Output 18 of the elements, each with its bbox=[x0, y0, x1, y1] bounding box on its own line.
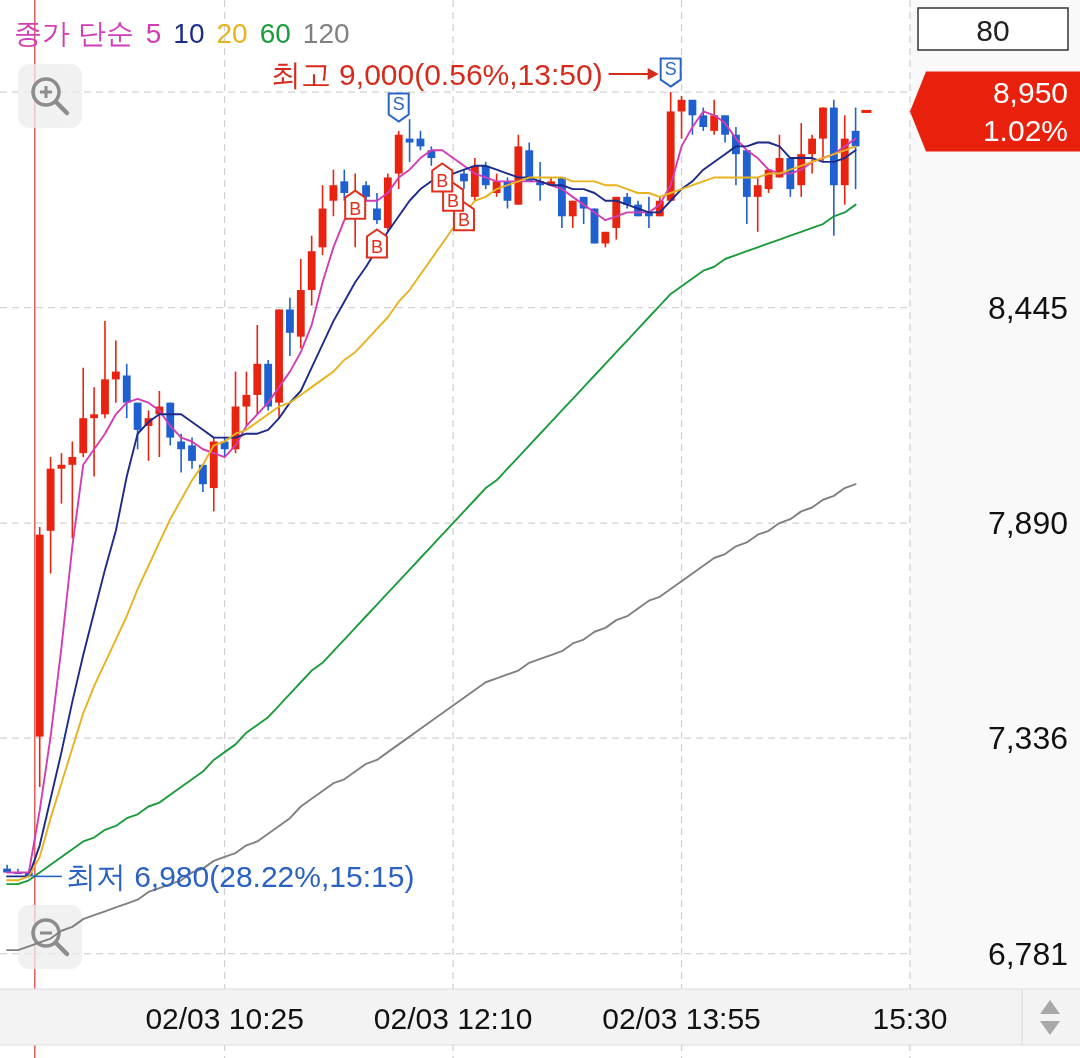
bar-count-box: 80 bbox=[917, 7, 1069, 51]
price-tag: 8,950 1.02% bbox=[910, 71, 1080, 152]
y-tick-label: 6,781 bbox=[987, 935, 1068, 972]
y-tick-label: 7,890 bbox=[987, 505, 1068, 542]
x-tick-label: 02/03 12:10 bbox=[373, 1001, 533, 1035]
x-tick-label: 02/03 13:55 bbox=[602, 1001, 761, 1035]
x-tick-label: 02/03 10:25 bbox=[145, 1001, 304, 1035]
signal: S bbox=[387, 92, 410, 123]
data-label: B bbox=[349, 198, 362, 219]
data-label: B bbox=[370, 237, 383, 258]
data-label: B bbox=[457, 210, 470, 231]
data-label: S bbox=[392, 93, 405, 114]
annotation: 최고 9,000(0.56%,13:50) bbox=[270, 57, 603, 91]
y-tick-label: 7,336 bbox=[987, 720, 1068, 757]
signal: S bbox=[659, 57, 682, 88]
data-label: S bbox=[664, 58, 677, 79]
x-tick-label: 15:30 bbox=[872, 1001, 948, 1035]
y-tick-label: 8,445 bbox=[987, 289, 1068, 326]
